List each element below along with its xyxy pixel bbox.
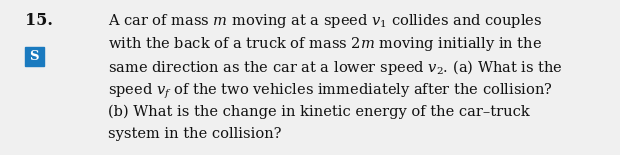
Text: A car of mass $m$ moving at a speed $v_1$ collides and couples: A car of mass $m$ moving at a speed $v_1… (108, 12, 543, 30)
Text: 15.: 15. (25, 12, 53, 29)
Text: speed $v_f$ of the two vehicles immediately after the collision?: speed $v_f$ of the two vehicles immediat… (108, 81, 553, 101)
Text: system in the collision?: system in the collision? (108, 127, 282, 141)
Text: with the back of a truck of mass $2m$ moving initially in the: with the back of a truck of mass $2m$ mo… (108, 35, 542, 53)
FancyBboxPatch shape (25, 46, 44, 66)
Text: (b) What is the change in kinetic energy of the car–truck: (b) What is the change in kinetic energy… (108, 104, 530, 119)
Text: S: S (30, 49, 39, 62)
Text: same direction as the car at a lower speed $v_2$. (a) What is the: same direction as the car at a lower spe… (108, 58, 564, 77)
